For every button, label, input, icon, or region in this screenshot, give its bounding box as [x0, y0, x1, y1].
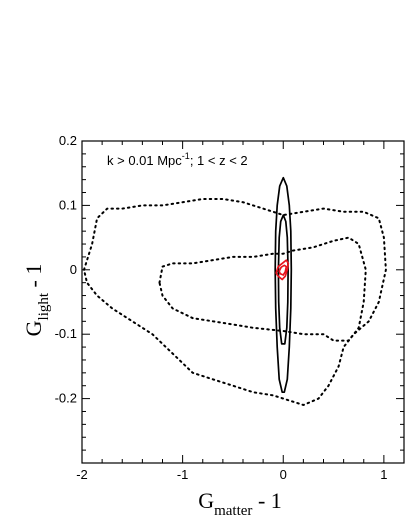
y-tick-label: 0.1 — [59, 197, 77, 212]
y-tick-label: 0.2 — [59, 133, 77, 148]
plot-frame — [81, 140, 405, 464]
y-tick-label: -0.1 — [55, 326, 77, 341]
x-axis-label-sub: matter — [214, 503, 252, 519]
chart-annotation: k > 0.01 Mpc-1; 1 < z < 2 — [107, 151, 248, 168]
y-tick-label: -0.2 — [55, 391, 77, 406]
contour-2 — [158, 236, 367, 342]
x-tick-label: -2 — [76, 467, 88, 482]
y-axis-label-suffix: - 1 — [21, 264, 46, 293]
contour-series-group — [83, 176, 387, 406]
contour-1 — [83, 198, 387, 406]
annotation-sup: -1 — [182, 151, 190, 161]
y-axis-label: Glight - 1 — [21, 264, 52, 337]
x-axis-label-suffix: - 1 — [252, 488, 281, 513]
y-axis-label-main: G — [21, 320, 46, 336]
contour-6 — [278, 264, 288, 276]
contour-3 — [274, 176, 293, 394]
x-axis-label: Gmatter - 1 — [198, 488, 282, 519]
x-tick-label: -1 — [177, 467, 189, 482]
annotation-post: ; 1 < z < 2 — [190, 153, 248, 168]
annotation-pre: k > 0.01 Mpc — [107, 153, 182, 168]
ticks-group: -2 -1 0 1 -0.2 -0.1 0 0.1 0.2 — [55, 133, 405, 482]
x-tick-label: 1 — [380, 467, 387, 482]
x-tick-label: 0 — [280, 467, 287, 482]
contour-5 — [275, 259, 290, 281]
x-axis-label-main: G — [198, 488, 214, 513]
contour-4 — [277, 214, 289, 345]
y-tick-label: 0 — [70, 262, 77, 277]
y-axis-label-sub: light — [36, 292, 52, 320]
